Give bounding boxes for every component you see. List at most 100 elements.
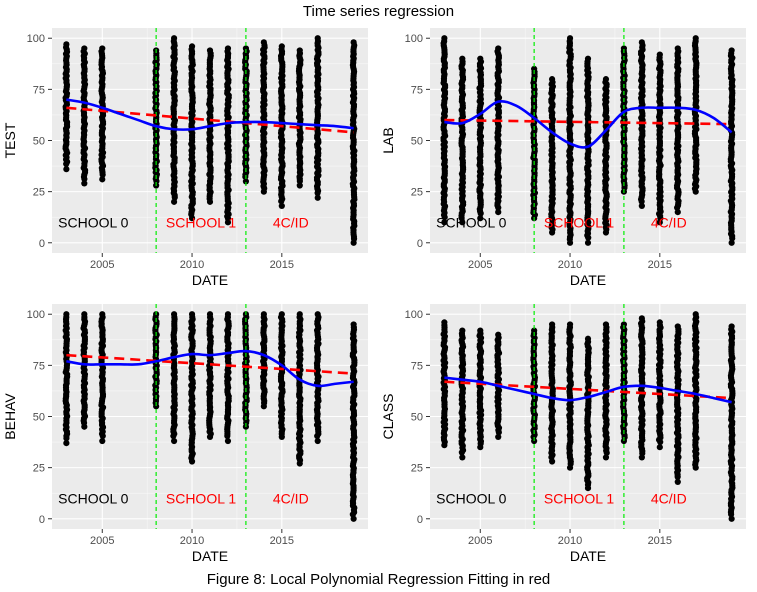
data-point bbox=[495, 331, 502, 338]
x-tick-label: 2010 bbox=[180, 535, 204, 547]
panel-lab: 2005 2010 2015 0 25 50 75 100 DATE LAB SCHOOL 0 SCH… bbox=[380, 28, 746, 288]
scatter-column-2011 bbox=[206, 47, 214, 205]
scatter-column-2012 bbox=[224, 311, 232, 445]
data-point bbox=[548, 76, 556, 83]
scatter-column-2011 bbox=[206, 311, 214, 441]
data-point bbox=[260, 39, 267, 46]
scatter-column-2011 bbox=[584, 55, 592, 246]
data-point bbox=[495, 433, 502, 441]
data-point bbox=[350, 39, 357, 46]
data-point bbox=[278, 202, 285, 210]
data-point bbox=[674, 45, 681, 52]
data-point bbox=[296, 47, 303, 54]
scatter-column-2014 bbox=[637, 315, 646, 461]
x-tick-label: 2015 bbox=[270, 535, 294, 547]
scatter-column-2003 bbox=[440, 35, 449, 226]
scatter-column-2005 bbox=[476, 327, 485, 451]
data-point bbox=[620, 45, 628, 52]
y-tick-label: 25 bbox=[33, 463, 45, 475]
data-point bbox=[620, 321, 628, 328]
x-tick-label: 2005 bbox=[90, 535, 114, 547]
panel-test: 2005 2010 2015 0 25 50 75 100 DATE TEST SCHOOL 0 SC… bbox=[2, 28, 368, 288]
data-point bbox=[314, 311, 321, 318]
data-point bbox=[63, 439, 70, 447]
data-point bbox=[188, 43, 196, 50]
scatter-column-2009 bbox=[170, 35, 178, 205]
data-point bbox=[603, 449, 610, 456]
plot-marks bbox=[440, 304, 736, 529]
data-point bbox=[153, 178, 160, 185]
data-point bbox=[566, 35, 574, 42]
data-point bbox=[566, 321, 574, 328]
data-point bbox=[656, 444, 663, 451]
scatter-column-2017 bbox=[313, 311, 322, 445]
data-point bbox=[170, 198, 178, 205]
scatter-column-2003 bbox=[62, 41, 71, 173]
data-point bbox=[656, 219, 663, 226]
y-tick-label: 0 bbox=[417, 514, 423, 526]
scatter-column-2019 bbox=[727, 323, 736, 522]
data-point bbox=[441, 319, 448, 326]
data-point bbox=[278, 433, 285, 441]
data-point bbox=[566, 464, 574, 471]
x-tick-label: 2005 bbox=[468, 259, 492, 271]
x-axis-title: DATE bbox=[570, 272, 606, 288]
scatter-column-2009 bbox=[170, 311, 178, 445]
data-point bbox=[242, 45, 250, 52]
data-point bbox=[296, 311, 303, 318]
y-tick-label: 0 bbox=[39, 514, 45, 526]
data-point bbox=[260, 403, 267, 410]
scatter-column-2013 bbox=[620, 321, 628, 445]
scatter-column-2003 bbox=[62, 311, 71, 447]
figure-title: Time series regression bbox=[302, 3, 455, 20]
data-point bbox=[692, 35, 699, 42]
data-point bbox=[296, 182, 303, 189]
y-axis-title: TEST bbox=[2, 122, 18, 158]
data-point bbox=[495, 204, 502, 211]
data-point bbox=[459, 454, 466, 461]
scatter-column-2015 bbox=[655, 51, 664, 226]
data-point bbox=[548, 229, 556, 236]
data-point bbox=[153, 403, 160, 410]
data-point bbox=[99, 432, 106, 440]
loess-curve bbox=[66, 349, 354, 388]
data-point bbox=[278, 311, 285, 318]
period-label-school-1: SCHOOL 1 bbox=[544, 490, 614, 506]
data-point bbox=[602, 229, 610, 236]
y-tick-label: 50 bbox=[33, 412, 45, 424]
data-point bbox=[278, 198, 285, 205]
data-point bbox=[63, 41, 70, 48]
x-tick-label: 2015 bbox=[648, 535, 672, 547]
data-point bbox=[278, 43, 285, 50]
scatter-column-2012 bbox=[602, 321, 610, 461]
data-point bbox=[728, 47, 735, 54]
data-point bbox=[477, 210, 484, 217]
y-tick-label: 50 bbox=[411, 412, 423, 424]
scatter-column-2014 bbox=[259, 39, 268, 195]
data-point bbox=[441, 219, 448, 226]
x-tick-label: 2015 bbox=[270, 259, 294, 271]
y-tick-label: 100 bbox=[27, 33, 45, 45]
scatter-column-2016 bbox=[295, 47, 304, 189]
y-axis-title: CLASS bbox=[380, 394, 396, 440]
y-tick-label: 50 bbox=[411, 136, 423, 148]
y-tick-label: 0 bbox=[39, 238, 45, 250]
scatter-column-2004 bbox=[458, 55, 467, 226]
data-point bbox=[531, 65, 538, 73]
data-point bbox=[170, 311, 178, 318]
data-point bbox=[728, 239, 735, 246]
data-point bbox=[99, 171, 106, 178]
data-point bbox=[674, 473, 681, 480]
data-point bbox=[495, 208, 502, 216]
data-point bbox=[459, 219, 466, 226]
y-tick-label: 75 bbox=[33, 360, 45, 372]
data-point bbox=[296, 460, 303, 467]
data-point bbox=[188, 311, 196, 318]
data-point bbox=[242, 178, 250, 185]
y-tick-label: 100 bbox=[405, 33, 423, 45]
data-point bbox=[441, 35, 448, 42]
data-point bbox=[296, 178, 303, 185]
data-point bbox=[99, 437, 106, 445]
x-tick-label: 2015 bbox=[648, 259, 672, 271]
data-point bbox=[477, 327, 484, 334]
